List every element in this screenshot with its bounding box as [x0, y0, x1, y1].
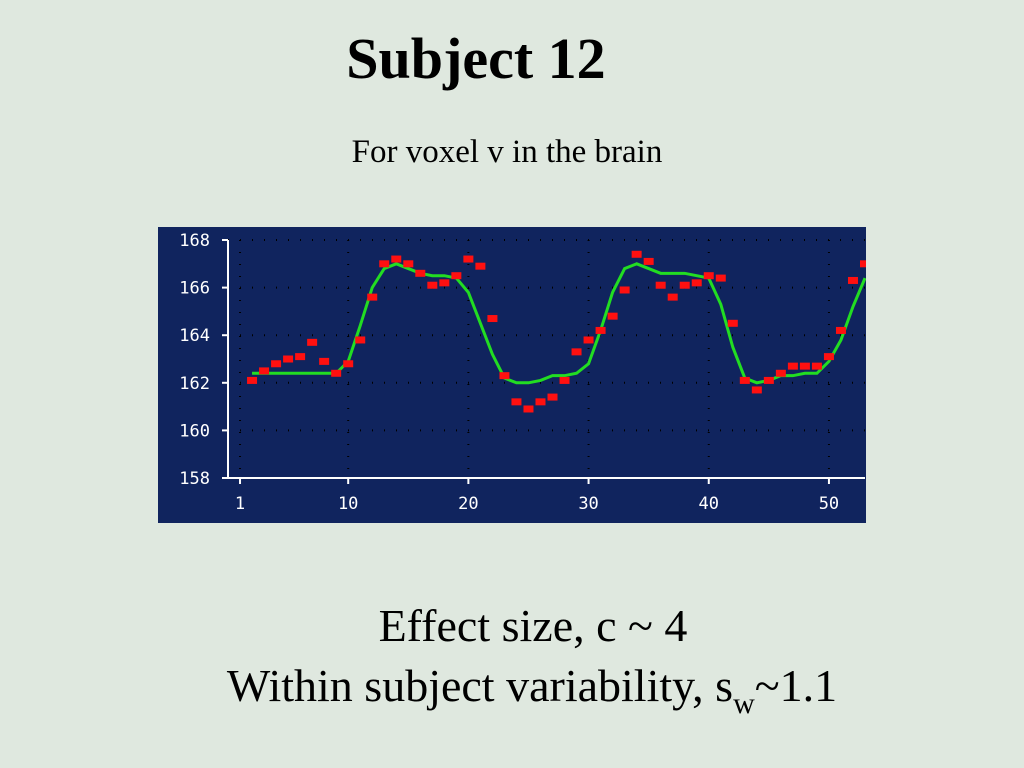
data-point	[487, 315, 498, 323]
note-line: Effect size, c ~ 4	[379, 600, 688, 651]
plot: 158 160 162 164 166 168 1 10 20 30 40 50	[179, 231, 866, 514]
chart-background	[158, 227, 866, 523]
data-point	[403, 260, 414, 268]
data-point	[283, 355, 294, 363]
data-point	[511, 398, 522, 406]
data-point	[463, 255, 474, 263]
x-tick-label: 1	[235, 494, 245, 514]
data-point	[367, 293, 378, 301]
data-point	[691, 279, 702, 287]
note-text: Within subject variability, s	[227, 660, 733, 711]
data-point	[259, 367, 270, 375]
data-point	[835, 326, 846, 334]
data-point	[619, 286, 630, 294]
data-point	[667, 293, 678, 301]
x-tick-label: 50	[819, 494, 839, 514]
data-point	[607, 312, 618, 320]
data-point	[343, 360, 354, 368]
x-tick-label: 30	[578, 494, 598, 514]
data-point	[247, 376, 258, 384]
data-point	[439, 279, 450, 287]
data-point	[523, 405, 534, 413]
data-point	[427, 281, 438, 289]
data-point	[763, 376, 774, 384]
data-point	[559, 376, 570, 384]
data-point	[860, 260, 866, 268]
subscript: w	[733, 687, 755, 720]
slide-title: Subject 12	[346, 26, 605, 91]
y-tick-label: 162	[179, 374, 210, 394]
data-point	[643, 257, 654, 265]
fit-line	[252, 262, 866, 385]
data-point	[847, 276, 858, 284]
data-point	[307, 338, 318, 346]
data-point	[331, 369, 342, 377]
data-point	[715, 274, 726, 282]
subtitle: For voxel v in the brain	[352, 134, 663, 170]
data-point	[271, 360, 282, 368]
data-point	[775, 369, 786, 377]
data-point	[727, 319, 738, 327]
y-tick-label: 166	[179, 279, 210, 299]
data-point	[799, 362, 810, 370]
data-point	[391, 255, 402, 263]
data-point	[739, 376, 750, 384]
y-tick-label: 164	[179, 326, 210, 346]
y-tick-label: 168	[179, 231, 210, 251]
note-line: Within subject variability, sw~1.1	[227, 660, 837, 720]
data-point	[583, 336, 594, 344]
data-point	[451, 272, 462, 280]
data-point	[787, 362, 798, 370]
data-point	[751, 386, 762, 394]
y-tick-label: 158	[179, 469, 210, 489]
data-point	[571, 348, 582, 356]
data-point	[655, 281, 666, 289]
x-tick-label: 10	[338, 494, 358, 514]
data-point	[823, 353, 834, 361]
data-point	[379, 260, 390, 268]
x-tick-label: 20	[458, 494, 478, 514]
data-point	[703, 272, 714, 280]
data-point	[595, 326, 606, 334]
note-text: ~1.1	[755, 660, 837, 711]
data-point	[535, 398, 546, 406]
data-point	[547, 393, 558, 401]
data-point	[631, 250, 642, 258]
data-point	[811, 362, 822, 370]
data-point	[415, 269, 426, 277]
data-point	[679, 281, 690, 289]
y-tick-label: 160	[179, 421, 210, 441]
data-point	[499, 372, 510, 380]
data-point	[355, 336, 366, 344]
data-point	[319, 357, 330, 365]
data-point	[475, 262, 486, 270]
x-tick-label: 40	[699, 494, 719, 514]
data-point	[295, 353, 306, 361]
